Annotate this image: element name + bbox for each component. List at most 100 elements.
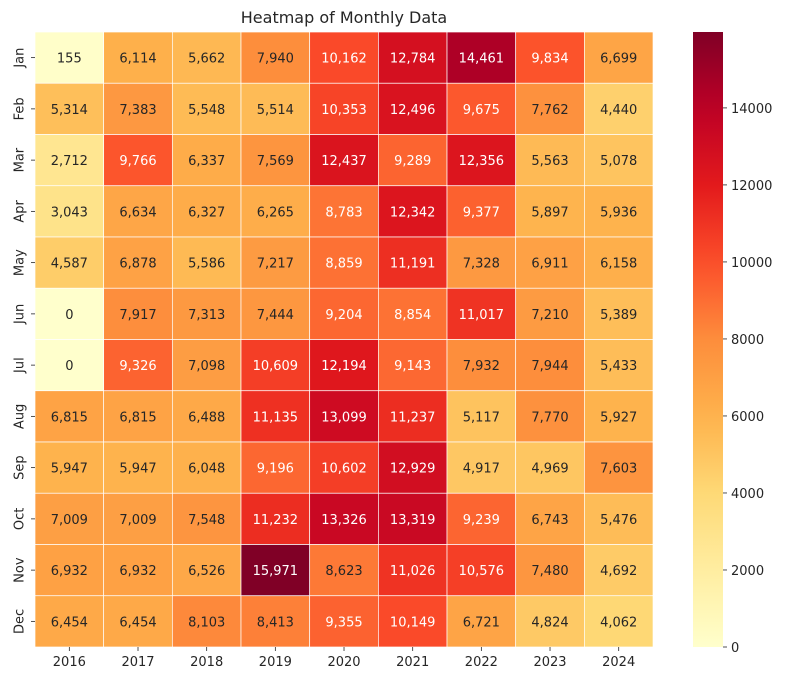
heatmap-cell (171, 492, 242, 545)
heatmap-cell (171, 595, 242, 648)
cell-value-label: 5,389 (600, 308, 637, 323)
heatmap-cell (515, 544, 585, 597)
heatmap-cell (171, 31, 242, 84)
cell-value-label: 11,191 (390, 257, 436, 272)
heatmap-cell (34, 134, 105, 187)
heatmap-cell (103, 492, 173, 545)
heatmap-cell (515, 185, 585, 238)
heatmap-cell (584, 390, 654, 443)
x-tick-label: 2022 (465, 655, 498, 670)
cell-value-label: 7,009 (119, 513, 156, 528)
x-tick-label: 2020 (327, 655, 360, 670)
cell-value-label: 10,609 (253, 359, 299, 374)
colorbar: 0 2000 4000 6000 8000 10000 12000 14000 (693, 32, 772, 656)
cell-value-label: 9,204 (325, 308, 362, 323)
heatmap-cell (240, 441, 311, 494)
cell-value-label: 12,929 (390, 462, 436, 477)
cell-value-label: 12,784 (390, 52, 436, 67)
cell-value-label: 7,940 (257, 52, 294, 67)
heatmap-cell (171, 441, 242, 494)
heatmap-cell (446, 82, 517, 135)
cell-value-label: 11,026 (390, 564, 436, 579)
cell-value-label: 9,834 (531, 52, 568, 67)
x-tick-label: 2018 (190, 655, 223, 670)
cell-value-label: 7,762 (531, 103, 568, 118)
heatmap-cell (171, 287, 242, 340)
cell-value-label: 2,712 (51, 154, 88, 169)
heatmap-cell (309, 492, 379, 545)
colorbar-tick-label: 4000 (731, 487, 764, 502)
cell-value-label: 7,603 (600, 462, 637, 477)
cell-value-label: 5,936 (600, 205, 637, 220)
cell-value-label: 6,699 (600, 52, 637, 67)
colorbar-tick-label: 2000 (731, 564, 764, 579)
cell-value-label: 6,265 (257, 205, 294, 220)
cell-value-label: 8,103 (188, 615, 225, 630)
heatmap-cell (446, 544, 517, 597)
cell-value-label: 6,454 (51, 615, 88, 630)
heatmap-cell (34, 339, 105, 392)
heatmap-cell (584, 236, 654, 289)
heatmap-cell (240, 185, 311, 238)
cell-value-label: 10,602 (321, 462, 367, 477)
heatmap-cell (171, 390, 242, 443)
cell-value-label: 12,356 (459, 154, 505, 169)
cell-value-label: 13,319 (390, 513, 436, 528)
heatmap-cell (446, 492, 517, 545)
heatmap-cell (171, 236, 242, 289)
cell-value-label: 7,313 (188, 308, 225, 323)
heatmap-cell (240, 390, 311, 443)
heatmap-cell (515, 31, 585, 84)
y-tick-label: Oct (13, 508, 28, 530)
heatmap-cell (34, 390, 105, 443)
cell-value-label: 11,237 (390, 410, 436, 425)
cell-value-label: 6,911 (531, 257, 568, 272)
heatmap-cell (34, 287, 105, 340)
cell-value-label: 13,326 (321, 513, 367, 528)
cell-value-label: 10,149 (390, 615, 436, 630)
cell-value-label: 6,327 (188, 205, 225, 220)
y-tick-label: Jul (13, 357, 28, 374)
cell-value-label: 10,576 (459, 564, 505, 579)
cell-value-label: 10,162 (321, 52, 367, 67)
cell-value-label: 6,158 (600, 257, 637, 272)
colorbar-tick-label: 8000 (731, 333, 764, 348)
cell-value-label: 5,514 (257, 103, 294, 118)
heatmap-cell (309, 134, 379, 187)
cell-value-label: 5,548 (188, 103, 225, 118)
heatmap-cell (240, 82, 311, 135)
heatmap-cell (34, 595, 105, 648)
cell-value-label: 5,927 (600, 410, 637, 425)
cell-value-label: 9,355 (325, 615, 362, 630)
cell-value-label: 7,917 (119, 308, 156, 323)
heatmap-cell (584, 595, 654, 648)
cell-value-label: 6,878 (119, 257, 156, 272)
x-tick-label: 2021 (396, 655, 429, 670)
y-tick-label: May (13, 249, 28, 276)
heatmap-cell (584, 287, 654, 340)
cell-value-label: 6,454 (119, 615, 156, 630)
cell-value-label: 4,440 (600, 103, 637, 118)
cell-value-label: 12,496 (390, 103, 436, 118)
cell-value-label: 5,586 (188, 257, 225, 272)
heatmap-cell (309, 287, 379, 340)
y-tick-label: Aug (13, 404, 28, 429)
cell-value-label: 6,526 (188, 564, 225, 579)
heatmap-cell (584, 134, 654, 187)
cell-value-label: 11,135 (253, 410, 299, 425)
cell-value-label: 5,947 (51, 462, 88, 477)
heatmap-cell (240, 595, 311, 648)
heatmap-cell (446, 236, 517, 289)
cell-value-label: 0 (65, 359, 73, 374)
x-tick-label: 2017 (121, 655, 154, 670)
heatmap-cell (103, 441, 173, 494)
cell-value-label: 12,194 (321, 359, 367, 374)
heatmap-cell (103, 185, 173, 238)
cell-value-label: 5,117 (463, 410, 500, 425)
cell-value-label: 6,743 (531, 513, 568, 528)
colorbar-tick-label: 0 (731, 641, 739, 656)
x-tick-label: 2019 (259, 655, 292, 670)
heatmap-cell (240, 287, 311, 340)
heatmap-cell (171, 82, 242, 135)
cell-value-label: 7,770 (531, 410, 568, 425)
